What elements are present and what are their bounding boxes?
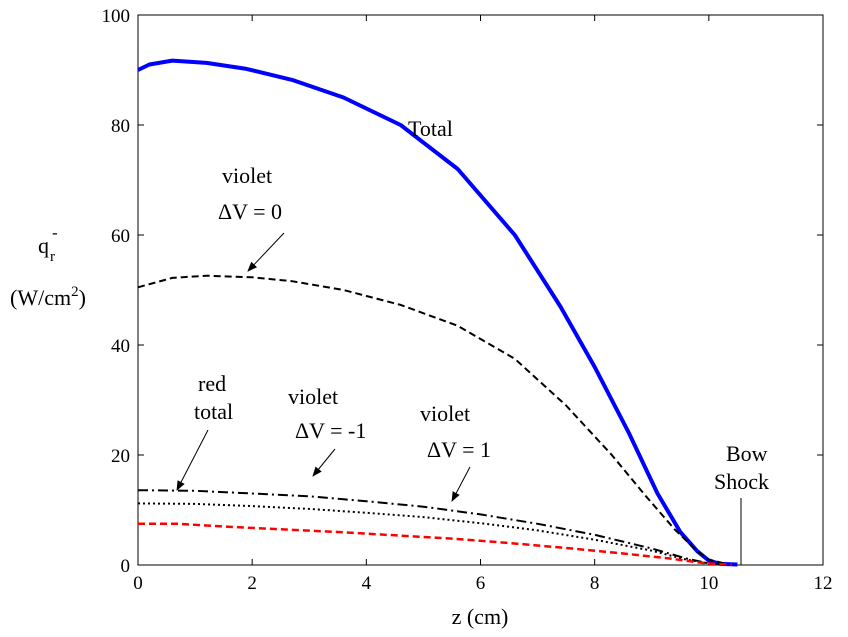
series-line-red-total	[138, 522, 732, 566]
y-axis-ticks: 0 20 40 60 80 100	[102, 6, 823, 577]
y-axis-label: q r - (W/cm2)	[10, 223, 86, 310]
arrow-violet-dv1	[451, 466, 471, 502]
y-axis-unit-sup: 2	[71, 284, 79, 300]
annotation-bow-shock-line1: Bow	[726, 441, 768, 466]
y-tick-label: 0	[121, 556, 131, 577]
annotation-violet-dvm1-line1: violet	[288, 384, 338, 409]
series-line-violet-dv1	[137, 489, 727, 566]
x-tick-label: 4	[362, 573, 372, 594]
series-line-violet-dv0	[137, 274, 727, 565]
annotation-violet-dvm1-line2: ΔV = -1	[295, 418, 366, 443]
arrow-violet-dvm1	[312, 448, 336, 477]
svg-text:q: q	[38, 233, 49, 258]
x-tick-label: 0	[133, 573, 143, 594]
y-axis-unit-pre: (W/cm	[10, 285, 71, 310]
x-tick-label: 10	[699, 573, 718, 594]
annotation-violet-dv1-line2: ΔV = 1	[427, 437, 491, 462]
y-axis-label-main: q	[38, 233, 49, 258]
annotation-violet-dv0-line1: violet	[222, 163, 272, 188]
y-tick-label: 20	[111, 446, 130, 467]
x-tick-label: 8	[590, 573, 600, 594]
svg-text:(W/cm2): (W/cm2)	[10, 284, 86, 310]
x-axis-ticks: 0 2 4 6 8 10 12	[133, 15, 833, 594]
y-axis-label-sup: -	[52, 223, 58, 242]
annotation-violet-dv1-line1: violet	[420, 401, 470, 426]
x-axis-label: z (cm)	[452, 604, 509, 629]
arrow-red-total	[176, 429, 209, 491]
annotation-violet-dv0-line2: ΔV = 0	[218, 199, 282, 224]
series-line-total	[137, 58, 738, 567]
x-tick-label: 12	[814, 573, 833, 594]
annotation-bow-shock-line2: Shock	[714, 469, 769, 494]
y-tick-label: 100	[102, 6, 131, 27]
y-tick-label: 80	[111, 116, 130, 137]
series-group	[137, 58, 738, 567]
annotation-total: Total	[408, 116, 453, 141]
x-tick-label: 6	[476, 573, 486, 594]
x-tick-label: 2	[247, 573, 257, 594]
y-tick-label: 40	[111, 336, 130, 357]
arrow-violet-dv0	[247, 232, 285, 272]
y-tick-label: 60	[111, 226, 130, 247]
annotation-red-total-line2: total	[194, 399, 233, 424]
y-axis-unit-post: )	[79, 285, 86, 310]
y-axis-label-sub: r	[50, 249, 55, 265]
annotation-red-total-line1: red	[198, 371, 226, 396]
